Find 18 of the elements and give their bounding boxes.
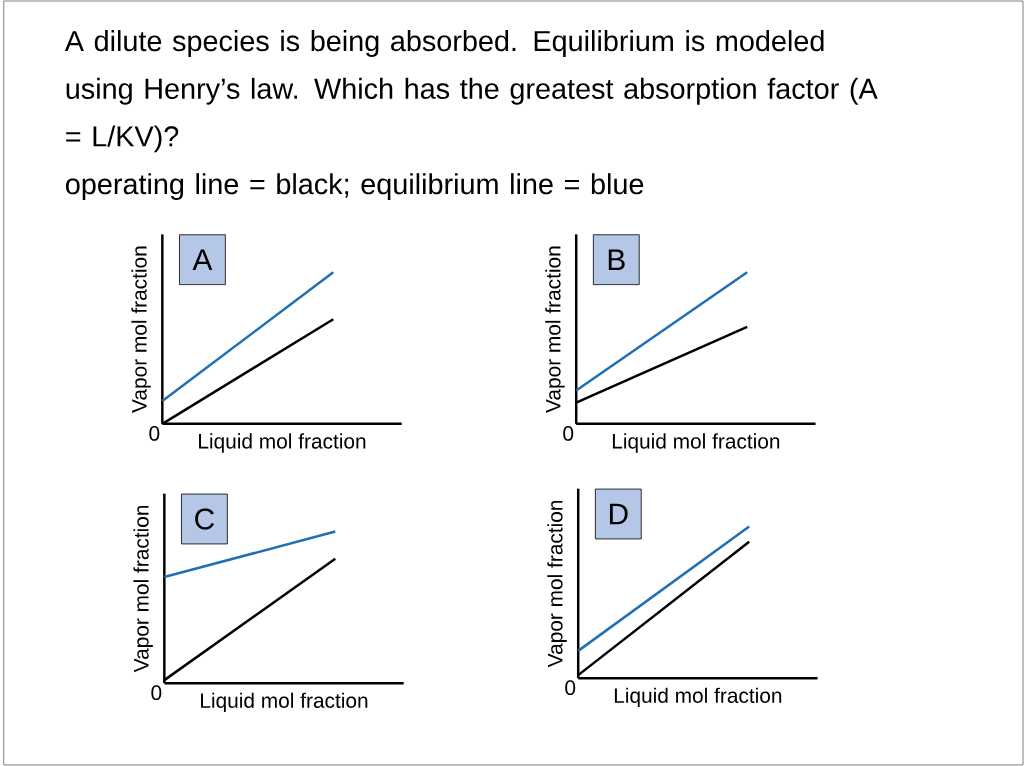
chart-title: B [608, 249, 625, 270]
chart-title: D [609, 503, 628, 525]
x-axis-title: Liquid mol fraction [201, 692, 368, 713]
text: 0 [563, 426, 574, 441]
chart-title: A [192, 249, 213, 270]
text: 0 [149, 426, 160, 441]
y-axis-title: Vapor mol fraction [545, 246, 565, 413]
x-axis-title: Liquid mol fraction [199, 433, 366, 453]
x-axis-title: Liquid mol fraction [614, 687, 782, 708]
y-axis-title: Vapor mol fraction [133, 505, 153, 673]
text: 0 [151, 685, 162, 701]
y-axis-title: Vapor mol fraction [131, 246, 151, 413]
x-axis-title: Liquid mol fraction [612, 433, 780, 453]
chart-title: C [195, 508, 215, 530]
text: 0 [565, 680, 576, 696]
text: operating line = black; equilibrium line = blue [66, 173, 644, 201]
text: A dilute species is being absorbed. Equilibrium is modeled using Henry’s law. Which has the greatest absorption factor (A = L/KV)? [64, 30, 878, 153]
y-axis-title: Vapor mol fraction [547, 500, 567, 668]
